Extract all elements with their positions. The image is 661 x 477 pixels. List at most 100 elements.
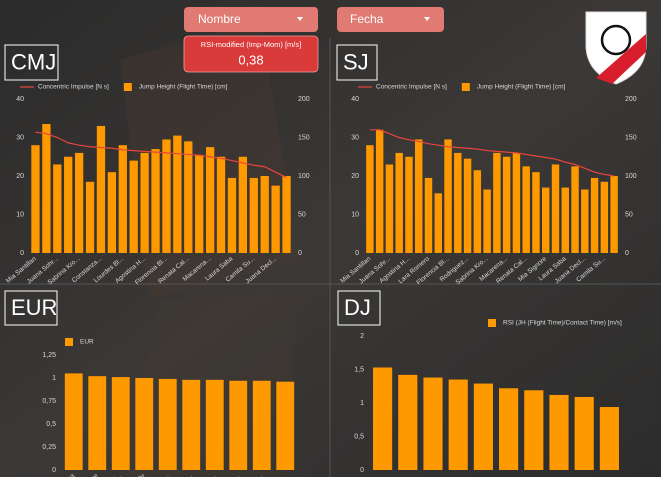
bar bbox=[276, 381, 295, 470]
bar bbox=[229, 380, 248, 470]
bar bbox=[398, 374, 418, 470]
bar bbox=[238, 156, 248, 253]
y-tick-label: 1 bbox=[360, 400, 364, 407]
legend-swatch bbox=[488, 319, 496, 327]
y-tick-label: 30 bbox=[16, 134, 24, 141]
bar bbox=[375, 129, 384, 253]
y-tick-label: 20 bbox=[16, 173, 24, 180]
bar bbox=[271, 185, 280, 253]
bar bbox=[571, 166, 579, 253]
y-tick-label: 0,5 bbox=[46, 421, 56, 428]
bar bbox=[85, 181, 95, 253]
bar bbox=[162, 139, 171, 253]
y-tick-label: 200 bbox=[298, 96, 310, 103]
bar bbox=[551, 164, 560, 253]
bar bbox=[118, 145, 127, 253]
bar bbox=[129, 160, 138, 253]
title-box bbox=[4, 290, 58, 326]
y-tick-label: 100 bbox=[298, 173, 310, 180]
bar bbox=[590, 177, 599, 253]
bar bbox=[373, 367, 393, 470]
bar bbox=[405, 156, 413, 253]
legend-label: Jump Height (Flight Time) [cm] bbox=[139, 84, 228, 91]
y-tick-label: 0,5 bbox=[354, 433, 364, 440]
y-tick-label: 0 bbox=[298, 250, 302, 257]
y-tick-label: 0 bbox=[625, 250, 629, 257]
legend-swatch bbox=[65, 338, 73, 346]
bar bbox=[434, 193, 442, 253]
bar bbox=[542, 187, 550, 253]
bar bbox=[599, 407, 619, 470]
bar bbox=[561, 187, 569, 253]
title-box bbox=[337, 290, 381, 326]
bar bbox=[415, 139, 423, 253]
x-tick-label: a H... bbox=[154, 472, 171, 477]
y-tick-label: 1 bbox=[52, 375, 56, 382]
legend-swatch bbox=[123, 83, 132, 91]
dropdown-label: Nombre bbox=[198, 12, 241, 26]
y-tick-label: 0 bbox=[355, 250, 359, 257]
bar bbox=[600, 181, 609, 253]
y-tick-label: 10 bbox=[16, 211, 24, 218]
bar bbox=[610, 176, 618, 253]
bar bbox=[205, 379, 224, 470]
dropdown[interactable]: Fecha bbox=[337, 7, 444, 32]
line bbox=[35, 131, 287, 179]
bar bbox=[473, 383, 493, 470]
bar bbox=[111, 377, 130, 470]
bar bbox=[31, 145, 40, 253]
title-box bbox=[4, 44, 59, 81]
bar bbox=[463, 158, 472, 253]
kpi-value: 0,38 bbox=[238, 52, 263, 67]
y-tick-label: 50 bbox=[298, 211, 306, 218]
bar bbox=[395, 152, 403, 253]
dropdown[interactable]: Nombre bbox=[184, 7, 318, 32]
bar bbox=[424, 177, 433, 253]
x-tick-label: gnore bbox=[82, 472, 100, 477]
bar bbox=[74, 152, 84, 253]
y-tick-label: 0 bbox=[52, 467, 56, 474]
y-tick-label: 0 bbox=[20, 250, 24, 257]
kpi-card: RSI-modified (Imp-Mom) [m/s] 0,38 bbox=[183, 35, 319, 73]
bar bbox=[173, 135, 182, 253]
y-tick-label: 20 bbox=[351, 173, 359, 180]
y-tick-label: 150 bbox=[298, 134, 310, 141]
x-tick-label: isa bbox=[65, 472, 76, 477]
bar bbox=[574, 396, 594, 470]
bar bbox=[53, 164, 62, 253]
y-tick-label: 30 bbox=[351, 134, 359, 141]
y-tick-label: 0 bbox=[360, 467, 364, 474]
bar bbox=[64, 373, 83, 470]
bar bbox=[385, 164, 394, 253]
y-tick-label: 40 bbox=[16, 96, 24, 103]
bar bbox=[64, 156, 73, 253]
y-tick-label: 50 bbox=[625, 211, 633, 218]
y-tick-label: 200 bbox=[625, 96, 637, 103]
legend-label: EUR bbox=[80, 339, 94, 346]
legend-label: RSI (JH (Flight Time)/Contact Time) [m/s… bbox=[503, 320, 622, 327]
bar bbox=[88, 376, 107, 470]
bar bbox=[260, 176, 269, 253]
y-tick-label: 2 bbox=[360, 333, 364, 340]
chart-title: EUR bbox=[11, 295, 57, 320]
bar bbox=[184, 141, 193, 253]
bar bbox=[366, 145, 374, 253]
bar bbox=[522, 166, 530, 253]
y-tick-label: 10 bbox=[351, 211, 359, 218]
legend-label: Concentric Impulse [N s] bbox=[376, 84, 447, 91]
bar bbox=[135, 378, 154, 470]
x-tick-label: ohr bbox=[135, 472, 147, 477]
bar bbox=[483, 189, 491, 253]
bar bbox=[107, 172, 117, 253]
y-tick-label: 40 bbox=[351, 96, 359, 103]
chart-title: DJ bbox=[344, 295, 371, 320]
bar bbox=[216, 156, 226, 253]
dropdown-label: Fecha bbox=[350, 12, 384, 26]
bar bbox=[524, 390, 544, 470]
bar bbox=[512, 152, 521, 253]
bar bbox=[499, 388, 519, 470]
bar bbox=[140, 152, 149, 253]
bar bbox=[158, 378, 177, 470]
